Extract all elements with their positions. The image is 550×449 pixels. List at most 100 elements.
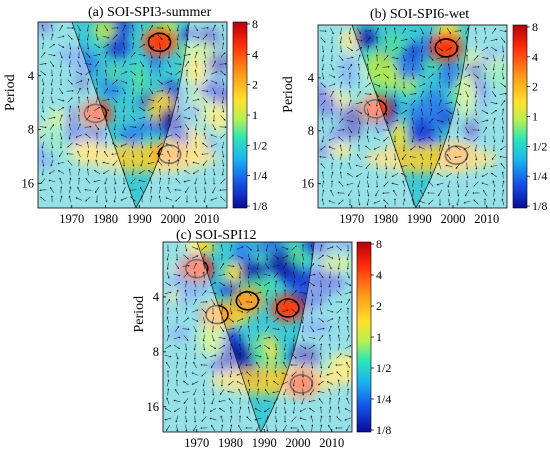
phase-arrow — [272, 264, 280, 267]
x-tick-label: 2010 — [319, 436, 344, 449]
phase-arrow — [85, 178, 91, 184]
phase-arrow — [355, 164, 363, 168]
phase-arrow — [328, 262, 332, 270]
phase-arrow — [203, 168, 206, 176]
phase-arrow — [185, 141, 189, 149]
y-tick-label: 8 — [308, 124, 314, 138]
phase-arrow — [393, 36, 397, 44]
phase-arrow — [183, 106, 191, 112]
phase-arrow — [430, 45, 433, 53]
phase-arrow — [149, 177, 153, 185]
colorbar-tick-label: 1/4 — [376, 392, 391, 406]
phase-arrow — [357, 180, 361, 188]
phase-arrow — [430, 153, 433, 161]
phase-arrow — [318, 254, 324, 260]
phase-arrow — [147, 161, 155, 165]
phase-arrow — [86, 87, 89, 95]
colorbar-tick-label: 4 — [376, 268, 382, 282]
phase-arrow — [230, 280, 233, 288]
phase-arrow — [500, 82, 506, 88]
phase-arrow — [411, 126, 414, 134]
phase-arrow — [420, 27, 424, 35]
phase-arrow — [75, 143, 83, 147]
phase-arrow — [483, 162, 487, 170]
phase-arrow — [85, 133, 91, 139]
phase-arrow — [59, 114, 63, 122]
phase-arrow — [346, 262, 349, 270]
colorbar-tick-label: 8 — [252, 17, 258, 31]
phase-arrow — [338, 199, 344, 205]
phase-arrow — [57, 35, 65, 39]
phase-arrow — [328, 74, 336, 78]
phase-arrow — [176, 24, 179, 32]
phase-arrow — [220, 196, 226, 202]
phase-arrow — [391, 46, 399, 52]
phase-arrow — [201, 308, 207, 314]
phase-arrow — [95, 141, 99, 149]
phase-arrow — [49, 106, 56, 112]
phase-arrow — [265, 289, 269, 297]
colorbar-tick-label: 1/8 — [252, 199, 267, 213]
phase-arrow — [204, 105, 207, 113]
phase-arrow — [95, 33, 99, 41]
phase-arrow — [102, 106, 110, 112]
phase-arrow — [94, 124, 100, 131]
phase-arrow — [120, 134, 128, 138]
phase-arrow — [274, 298, 277, 306]
x-tick-label: 1980 — [373, 212, 398, 226]
phase-arrow — [95, 159, 99, 167]
phase-arrow — [167, 42, 171, 50]
phase-arrow — [50, 24, 53, 32]
phase-arrow — [501, 54, 504, 62]
phase-arrow — [402, 72, 406, 80]
phase-arrow — [192, 43, 200, 49]
phase-arrow — [140, 141, 144, 149]
phase-arrow — [94, 43, 101, 49]
phase-arrow — [211, 262, 214, 270]
cone-of-influence-line — [351, 25, 470, 208]
phase-arrow — [218, 273, 226, 277]
colorbar-tick-label: 1/2 — [532, 139, 547, 153]
x-tick-label: 1990 — [127, 212, 152, 226]
phase-arrow — [247, 262, 250, 270]
phase-arrow — [437, 189, 443, 197]
phase-arrow — [138, 169, 146, 175]
significance-contour — [83, 103, 108, 124]
phase-arrow — [392, 63, 398, 71]
phase-arrow — [227, 265, 235, 268]
phase-arrow — [165, 80, 173, 84]
x-tick-label: 1980 — [93, 212, 118, 226]
field-blob — [72, 45, 86, 82]
phase-arrow — [40, 115, 46, 121]
phase-arrow — [338, 181, 344, 187]
y-tick-label: 16 — [22, 176, 35, 190]
phase-arrow — [122, 87, 126, 95]
phase-arrow — [492, 72, 496, 80]
phase-arrow — [420, 63, 424, 71]
phase-arrow — [75, 134, 83, 138]
phase-arrow — [192, 98, 200, 102]
phase-arrow — [428, 136, 434, 142]
phase-arrow — [481, 173, 489, 177]
phase-arrow — [202, 97, 208, 103]
phase-arrow — [340, 162, 343, 170]
phase-arrow — [194, 69, 198, 77]
phase-arrow — [175, 298, 178, 306]
phase-arrow — [320, 100, 326, 106]
phase-arrow — [410, 145, 416, 151]
phase-arrow — [104, 195, 108, 203]
phase-arrow — [403, 189, 406, 197]
phase-arrow — [375, 63, 379, 71]
phase-arrow — [220, 298, 223, 306]
phase-arrow — [167, 186, 171, 194]
plot-frame — [37, 21, 228, 209]
phase-arrow — [383, 199, 389, 205]
phase-arrow — [411, 135, 415, 143]
phase-arrow — [337, 128, 345, 131]
phase-arrow — [292, 262, 295, 270]
phase-arrow — [94, 186, 100, 194]
phase-arrow — [113, 60, 116, 68]
phase-arrow — [355, 172, 363, 178]
colorbar-tick-label: 1/4 — [252, 169, 267, 183]
phase-arrow — [184, 186, 190, 194]
